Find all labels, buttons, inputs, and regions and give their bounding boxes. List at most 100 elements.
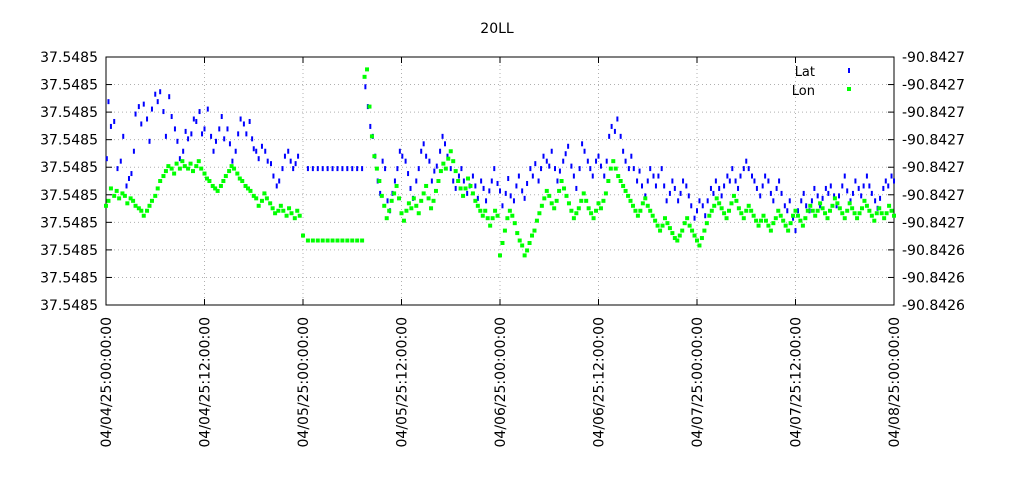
data-point-lon	[581, 191, 586, 196]
data-point-lat	[778, 178, 781, 184]
data-point-lon	[453, 169, 458, 174]
data-point-lon	[773, 216, 778, 221]
data-point-lat	[841, 183, 844, 189]
data-point-lon	[662, 216, 667, 221]
data-point-lat	[251, 136, 254, 142]
data-point-lon	[256, 203, 261, 208]
data-point-lon	[281, 208, 286, 213]
data-point-lat	[882, 185, 885, 191]
data-point-lon	[429, 206, 434, 211]
data-point-lon	[125, 201, 130, 206]
data-point-lon	[724, 216, 729, 221]
data-point-lon	[591, 216, 596, 221]
data-point-lat	[356, 166, 359, 172]
data-point-lon	[461, 193, 466, 198]
data-point-lat	[624, 158, 627, 164]
data-point-lon	[465, 176, 470, 181]
data-point-lon	[759, 218, 764, 223]
data-point-lat	[870, 190, 873, 196]
data-point-lon	[389, 198, 394, 203]
data-point-lat	[759, 193, 762, 199]
data-point-lon	[887, 203, 892, 208]
data-point-lat	[597, 153, 600, 159]
data-point-lon	[731, 193, 736, 198]
data-point-lon	[490, 216, 495, 221]
data-point-lon	[729, 201, 734, 206]
data-point-lat	[622, 148, 625, 154]
data-point-lat	[490, 178, 493, 184]
data-point-lon	[335, 238, 340, 243]
data-point-lat	[509, 193, 512, 199]
data-point-lon	[448, 149, 453, 154]
data-point-lon	[139, 208, 144, 213]
data-point-lat	[553, 166, 556, 172]
data-point-lat	[632, 166, 635, 172]
data-point-lon	[387, 208, 392, 213]
data-point-lon	[712, 203, 717, 208]
data-point-lat	[482, 185, 485, 191]
data-point-lon	[180, 159, 185, 164]
data-point-lat	[857, 185, 860, 191]
data-point-lat	[452, 178, 455, 184]
data-point-lon	[727, 208, 732, 213]
data-point-lat	[591, 173, 594, 179]
data-point-lon	[626, 193, 631, 198]
data-point-lat	[441, 133, 444, 139]
data-point-lon	[857, 211, 862, 216]
data-point-lat	[201, 131, 204, 137]
data-point-lat	[105, 156, 108, 162]
x-axis: 04/04/25:00:00:00 04/04/25:12:00:00 04/05/…	[99, 57, 903, 447]
data-point-lat	[439, 148, 442, 154]
data-point-lat	[198, 109, 201, 115]
data-point-lon	[394, 183, 399, 188]
data-point-lat	[610, 123, 613, 129]
data-point-lat	[287, 148, 290, 154]
data-point-lat	[718, 185, 721, 191]
data-point-lat	[195, 118, 198, 124]
data-point-lon	[746, 203, 751, 208]
data-point-lon	[289, 211, 294, 216]
data-point-lat	[137, 104, 140, 110]
data-point-lat	[234, 148, 237, 154]
data-point-lon	[166, 164, 171, 169]
y2-tick-label: -90.8427	[902, 160, 965, 176]
data-point-lon	[456, 179, 461, 183]
data-point-lon	[702, 228, 707, 233]
data-point-lon	[485, 216, 490, 221]
data-point-lat	[517, 173, 520, 179]
data-point-lon	[221, 179, 226, 183]
data-point-lat	[792, 215, 795, 221]
data-point-lat	[644, 193, 647, 199]
data-point-lon	[852, 211, 857, 216]
data-point-lon	[584, 198, 589, 203]
data-point-lat	[488, 188, 491, 194]
data-point-lon	[414, 203, 419, 208]
data-point-lon	[766, 223, 771, 228]
data-point-lat	[336, 166, 339, 172]
data-point-lat	[109, 123, 112, 129]
data-point-lon	[690, 228, 695, 233]
data-point-lon	[754, 218, 759, 223]
data-point-lon	[889, 208, 894, 213]
data-point-lon	[136, 206, 141, 211]
data-point-lon	[112, 193, 117, 198]
data-point-lat	[824, 185, 827, 191]
data-point-lon	[798, 218, 803, 223]
data-point-lat	[868, 183, 871, 189]
data-point-lon	[699, 236, 704, 241]
data-point-lat	[764, 173, 767, 179]
data-point-lat	[657, 173, 660, 179]
data-point-lon	[835, 201, 840, 206]
data-point-lat	[237, 131, 240, 137]
data-point-lon	[202, 171, 207, 176]
data-point-lat	[608, 133, 611, 139]
data-point-lon	[850, 206, 855, 211]
data-point-lat	[714, 178, 717, 184]
y2-tick-label: -90.8427	[902, 215, 965, 231]
data-point-lon	[788, 221, 793, 226]
data-point-lon	[864, 203, 869, 208]
data-point-lon	[488, 223, 493, 228]
data-point-lon	[594, 208, 599, 213]
data-point-lon	[210, 183, 215, 188]
data-point-lon	[433, 188, 438, 193]
